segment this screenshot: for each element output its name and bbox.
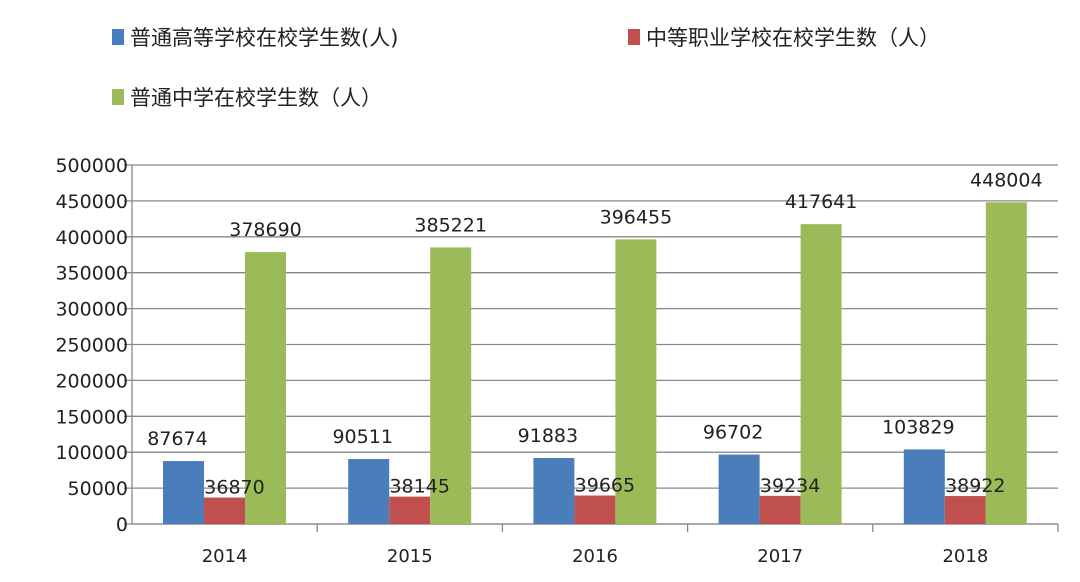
y-tick-label: 150000 — [55, 406, 128, 428]
x-tick-label: 2015 — [387, 546, 433, 567]
y-tick-label: 50000 — [68, 478, 128, 500]
legend-item-vocational: 中等职业学校在校学生数（人） — [628, 22, 940, 52]
x-tick-label: 2017 — [757, 546, 803, 567]
data-label: 87674 — [147, 428, 207, 450]
legend-swatch — [112, 29, 124, 45]
bar-2014-series-0 — [163, 461, 204, 524]
bar-2015-series-2 — [430, 247, 472, 524]
y-tick-label: 200000 — [55, 370, 128, 392]
bar-2017-series-2 — [800, 224, 842, 524]
bar-2016-series-1 — [574, 495, 616, 524]
y-tick-label: 300000 — [55, 299, 128, 321]
y-tick-label: 350000 — [55, 263, 128, 285]
legend-label: 普通高等学校在校学生数(人) — [130, 26, 399, 50]
bar-2017-series-1 — [759, 495, 801, 524]
bar-2018-series-2 — [985, 202, 1027, 524]
bar-2014-series-2 — [245, 252, 286, 524]
data-label: 448004 — [970, 169, 1043, 191]
x-tick-label: 2014 — [202, 546, 248, 567]
y-tick-label: 500000 — [55, 155, 128, 177]
bar-2015-series-0 — [348, 459, 390, 524]
data-label: 396455 — [600, 206, 673, 228]
data-label: 378690 — [229, 219, 302, 241]
legend-label: 中等职业学校在校学生数（人） — [646, 26, 940, 50]
data-label: 417641 — [785, 191, 858, 213]
data-label: 96702 — [703, 422, 763, 444]
x-tick-label: 2016 — [572, 546, 618, 567]
bar-2016-series-0 — [533, 458, 575, 524]
bar-2014-series-1 — [204, 497, 245, 524]
data-label: 103829 — [882, 416, 955, 438]
bar-2015-series-1 — [389, 496, 431, 524]
y-tick-label: 400000 — [55, 227, 128, 249]
bar-2016-series-2 — [615, 239, 657, 524]
legend-label: 普通中学在校学生数（人） — [130, 86, 382, 110]
data-label: 38145 — [389, 476, 449, 498]
legend-item-higher-education: 普通高等学校在校学生数(人) — [112, 22, 398, 52]
data-label: 38922 — [945, 475, 1005, 497]
data-label: 91883 — [518, 425, 578, 447]
legend-item-middle-school: 普通中学在校学生数（人） — [112, 82, 382, 112]
data-label: 385221 — [414, 214, 487, 236]
data-label: 39665 — [575, 475, 635, 497]
y-tick-label: 0 — [116, 514, 128, 536]
y-tick-label: 450000 — [55, 191, 128, 213]
bar-2018-series-0 — [903, 449, 945, 524]
legend-swatch — [628, 29, 640, 45]
data-label: 39234 — [760, 475, 820, 497]
data-label: 90511 — [332, 426, 392, 448]
y-tick-label: 100000 — [55, 442, 128, 464]
bar-2017-series-0 — [718, 454, 760, 524]
y-tick-label: 250000 — [55, 335, 128, 357]
data-label: 36870 — [204, 477, 264, 499]
bar-2018-series-1 — [944, 496, 986, 524]
x-tick-label: 2018 — [942, 546, 988, 567]
legend-swatch — [112, 89, 124, 105]
